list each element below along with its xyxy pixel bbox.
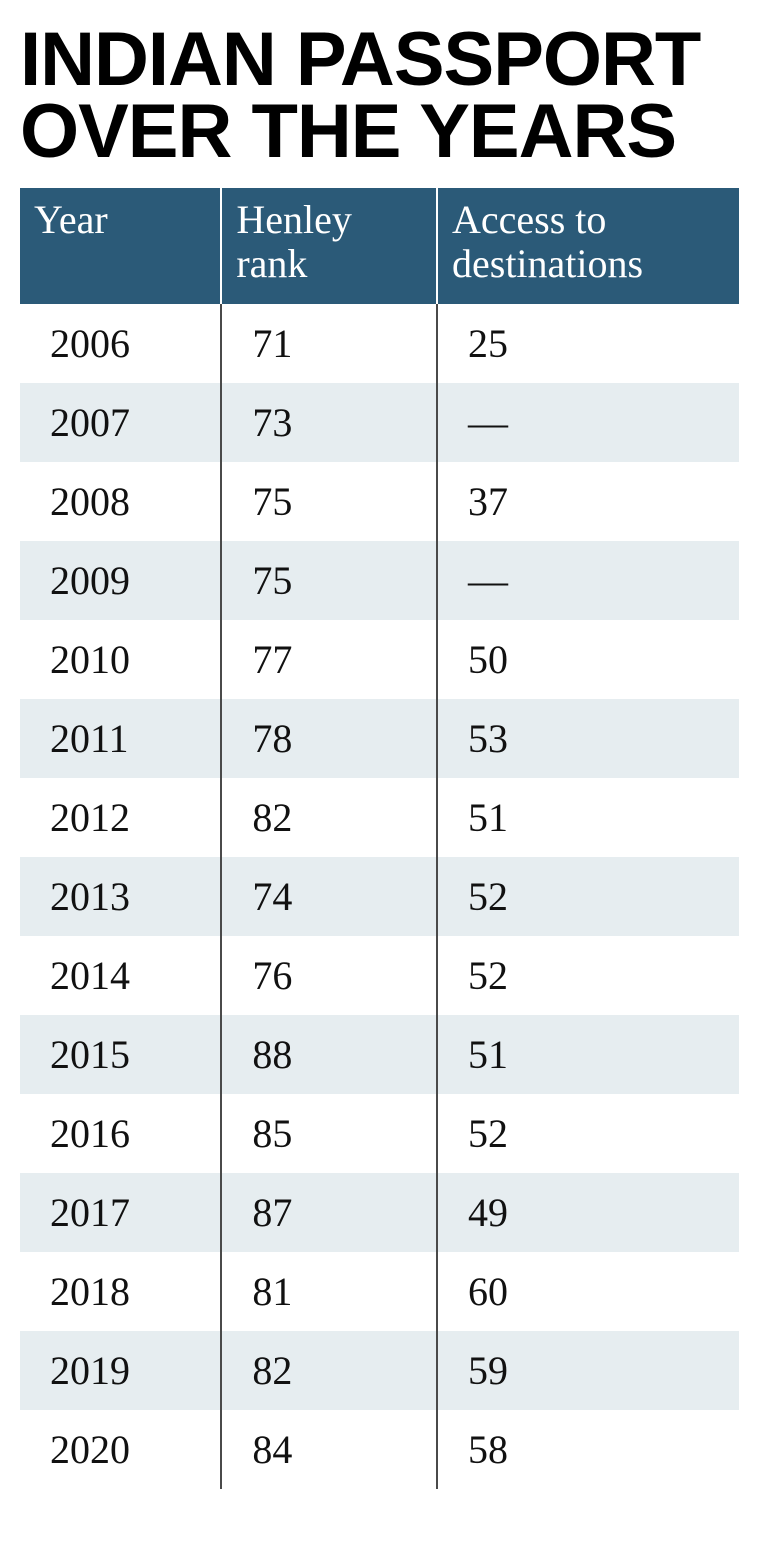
table-header-row: Year Henley rank Access to destinations [20,188,739,304]
col-header-dest: Access to destinations [437,188,739,304]
cell-rank: 73 [221,383,437,462]
cell-dest: 52 [437,1094,739,1173]
cell-rank: 84 [221,1410,437,1489]
cell-year: 2020 [20,1410,221,1489]
cell-rank: 82 [221,1331,437,1410]
cell-dest: — [437,383,739,462]
cell-year: 2010 [20,620,221,699]
table-row: 20117853 [20,699,739,778]
table-row: 20137452 [20,857,739,936]
cell-year: 2008 [20,462,221,541]
cell-dest: 60 [437,1252,739,1331]
col-header-rank: Henley rank [221,188,437,304]
cell-dest: 49 [437,1173,739,1252]
cell-rank: 74 [221,857,437,936]
cell-year: 2016 [20,1094,221,1173]
cell-year: 2012 [20,778,221,857]
cell-dest: 51 [437,778,739,857]
table-row: 20168552 [20,1094,739,1173]
cell-rank: 71 [221,304,437,383]
table-row: 20087537 [20,462,739,541]
table-row: 20208458 [20,1410,739,1489]
cell-year: 2014 [20,936,221,1015]
passport-table: Year Henley rank Access to destinations … [20,188,739,1489]
table-row: 20178749 [20,1173,739,1252]
cell-year: 2019 [20,1331,221,1410]
table-row: 20147652 [20,936,739,1015]
cell-rank: 77 [221,620,437,699]
cell-rank: 75 [221,462,437,541]
cell-rank: 82 [221,778,437,857]
cell-dest: 52 [437,936,739,1015]
table-body: 20067125200773—20087537200975—2010775020… [20,304,739,1489]
cell-dest: — [437,541,739,620]
page-title: INDIAN PASSPORT OVER THE YEARS [20,24,739,168]
cell-rank: 75 [221,541,437,620]
cell-rank: 81 [221,1252,437,1331]
page-wrap: INDIAN PASSPORT OVER THE YEARS Year Henl… [0,0,759,1549]
table-row: 20158851 [20,1015,739,1094]
col-header-year: Year [20,188,221,304]
cell-rank: 87 [221,1173,437,1252]
cell-rank: 85 [221,1094,437,1173]
table-row: 20198259 [20,1331,739,1410]
cell-dest: 50 [437,620,739,699]
cell-rank: 76 [221,936,437,1015]
cell-year: 2018 [20,1252,221,1331]
cell-rank: 88 [221,1015,437,1094]
cell-dest: 53 [437,699,739,778]
cell-rank: 78 [221,699,437,778]
cell-year: 2011 [20,699,221,778]
table-row: 20107750 [20,620,739,699]
cell-dest: 25 [437,304,739,383]
cell-year: 2007 [20,383,221,462]
cell-dest: 59 [437,1331,739,1410]
cell-year: 2009 [20,541,221,620]
cell-year: 2013 [20,857,221,936]
table-row: 200773— [20,383,739,462]
cell-dest: 37 [437,462,739,541]
cell-dest: 58 [437,1410,739,1489]
table-row: 20188160 [20,1252,739,1331]
cell-year: 2017 [20,1173,221,1252]
table-row: 200975— [20,541,739,620]
table-row: 20067125 [20,304,739,383]
cell-dest: 51 [437,1015,739,1094]
cell-year: 2006 [20,304,221,383]
cell-dest: 52 [437,857,739,936]
cell-year: 2015 [20,1015,221,1094]
table-row: 20128251 [20,778,739,857]
